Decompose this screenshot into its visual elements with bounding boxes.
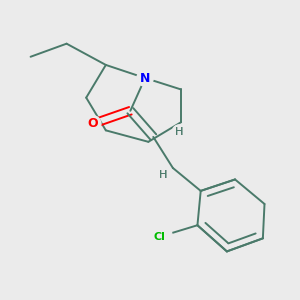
Text: H: H [175, 127, 184, 137]
Text: H: H [159, 169, 167, 179]
Circle shape [157, 168, 169, 181]
Circle shape [137, 70, 153, 86]
Circle shape [147, 224, 172, 249]
Circle shape [156, 167, 170, 182]
Circle shape [173, 125, 186, 139]
Circle shape [172, 125, 187, 139]
Text: H: H [159, 169, 167, 179]
Text: H: H [175, 127, 184, 137]
Text: N: N [140, 71, 150, 85]
Text: O: O [87, 117, 98, 130]
Text: Cl: Cl [154, 232, 166, 242]
Circle shape [85, 116, 101, 132]
